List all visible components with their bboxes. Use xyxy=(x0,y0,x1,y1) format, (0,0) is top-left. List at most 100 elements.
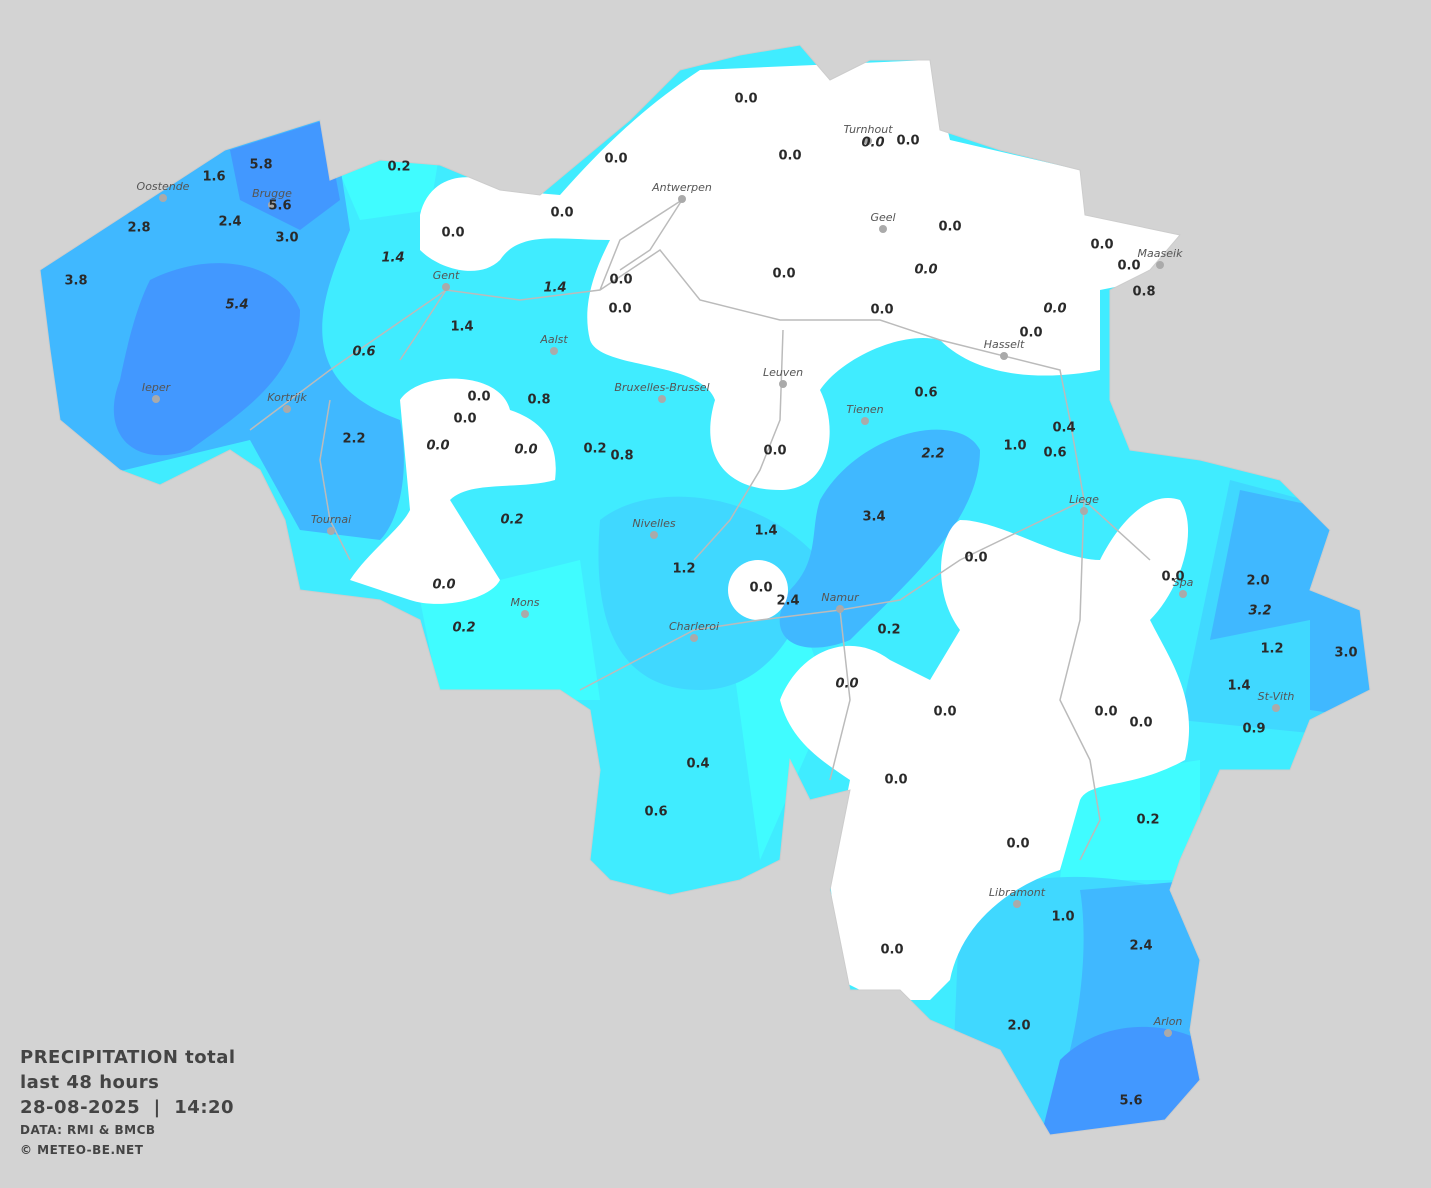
station-value: 1.4 xyxy=(543,281,566,296)
station-value: 0.0 xyxy=(914,263,937,278)
city-dot xyxy=(690,634,698,642)
city-name: Nivelles xyxy=(632,517,675,530)
station-value: 1.4 xyxy=(1227,679,1250,694)
station-value: 0.0 xyxy=(426,439,449,454)
zone-dry xyxy=(420,60,1180,490)
city-name: Bruxelles-Brussel xyxy=(614,381,709,394)
station-value: 0.8 xyxy=(1132,285,1155,300)
station-value: 5.8 xyxy=(249,158,272,173)
station-value: 0.2 xyxy=(877,623,900,638)
station-value: 0.0 xyxy=(896,134,919,149)
station-value: 0.0 xyxy=(861,136,884,151)
station-value: 1.0 xyxy=(1003,439,1026,454)
station-value: 0.0 xyxy=(1094,705,1117,720)
station-value: 3.0 xyxy=(275,231,298,246)
station-value: 0.0 xyxy=(734,92,757,107)
city-dot xyxy=(152,395,160,403)
station-value: 0.0 xyxy=(608,302,631,317)
station-value: 0.0 xyxy=(938,220,961,235)
zone-darkest xyxy=(113,120,1200,1135)
station-value: 0.0 xyxy=(604,152,627,167)
station-value: 0.8 xyxy=(610,449,633,464)
city-dot xyxy=(1013,900,1021,908)
station-value: 2.2 xyxy=(342,432,365,447)
city-dot xyxy=(550,347,558,355)
city-name: Spa xyxy=(1173,576,1194,589)
station-value: 0.0 xyxy=(1129,716,1152,731)
city-dot xyxy=(836,605,844,613)
station-value: 2.2 xyxy=(921,447,944,462)
city-dot xyxy=(658,395,666,403)
station-value: 3.0 xyxy=(1334,646,1357,661)
station-value: 0.0 xyxy=(870,303,893,318)
city-name: Turnhout xyxy=(843,123,893,136)
station-value: 0.0 xyxy=(880,943,903,958)
city-name: Ieper xyxy=(142,381,172,394)
station-value: 5.6 xyxy=(268,199,291,214)
station-value: 0.0 xyxy=(964,551,987,566)
city-dot xyxy=(678,195,686,203)
city-dot xyxy=(779,380,787,388)
city-dot xyxy=(1272,704,1280,712)
station-value: 0.2 xyxy=(583,442,606,457)
station-value: 0.2 xyxy=(1136,813,1159,828)
city-dot xyxy=(1156,261,1164,269)
labels: Oostende Brugge Gent Antwerpen Turnhout Geel M… xyxy=(64,92,1357,1109)
station-value: 5.4 xyxy=(225,298,248,313)
legend-period: last 48 hours xyxy=(20,1072,160,1093)
legend-title: PRECIPITATION total xyxy=(20,1047,236,1068)
station-value: 0.0 xyxy=(778,149,801,164)
city-name: Gent xyxy=(433,269,460,282)
station-value: 0.0 xyxy=(772,267,795,282)
city-dot xyxy=(650,531,658,539)
city-name: Tienen xyxy=(846,403,883,416)
station-value: 0.0 xyxy=(884,773,907,788)
city-dot xyxy=(1179,590,1187,598)
legend: PRECIPITATION total last 48 hours 28-08-… xyxy=(20,1045,236,1160)
station-value: 2.0 xyxy=(1246,574,1269,589)
station-value: 1.6 xyxy=(202,170,225,185)
city-name: Liege xyxy=(1069,493,1099,506)
city-name: Hasselt xyxy=(984,338,1025,351)
station-value: 0.8 xyxy=(527,393,550,408)
city-name: Maaseik xyxy=(1138,247,1184,260)
station-value: 2.4 xyxy=(776,594,799,609)
station-value: 0.0 xyxy=(550,206,573,221)
station-value: 0.6 xyxy=(914,386,937,401)
city-dot xyxy=(879,225,887,233)
station-value: 0.0 xyxy=(1090,238,1113,253)
station-value: 1.4 xyxy=(450,320,473,335)
city-name: Leuven xyxy=(763,366,803,379)
city-name: Oostende xyxy=(137,180,190,193)
city-name: Namur xyxy=(821,591,860,604)
station-value: 0.2 xyxy=(500,513,523,528)
station-value: 0.0 xyxy=(835,677,858,692)
city-name: Geel xyxy=(870,211,895,224)
station-value: 0.0 xyxy=(1117,259,1140,274)
station-value: 2.0 xyxy=(1007,1019,1030,1034)
station-value: 3.2 xyxy=(1248,604,1271,619)
station-value: 0.0 xyxy=(933,705,956,720)
city-dot xyxy=(1000,352,1008,360)
city-name: Mons xyxy=(511,596,540,609)
station-value: 2.4 xyxy=(218,215,241,230)
station-value: 0.6 xyxy=(644,805,667,820)
station-value: 0.6 xyxy=(352,345,375,360)
city-name: Brugge xyxy=(252,187,292,200)
city-dot xyxy=(268,201,276,209)
station-value: 2.4 xyxy=(1129,939,1152,954)
city-name: Arlon xyxy=(1153,1015,1183,1028)
zone-dry xyxy=(350,378,556,604)
station-value: 0.6 xyxy=(1043,446,1066,461)
city-name: St-Vith xyxy=(1258,690,1295,703)
station-value: 0.0 xyxy=(749,581,772,596)
station-value: 5.6 xyxy=(1119,1094,1142,1109)
city-dot xyxy=(327,527,335,535)
station-value: 3.8 xyxy=(64,274,87,289)
station-value: 1.4 xyxy=(381,251,404,266)
station-value: 0.0 xyxy=(453,412,476,427)
station-value: 0.0 xyxy=(1019,326,1042,341)
station-value: 1.2 xyxy=(672,562,695,577)
station-value: 1.0 xyxy=(1051,910,1074,925)
